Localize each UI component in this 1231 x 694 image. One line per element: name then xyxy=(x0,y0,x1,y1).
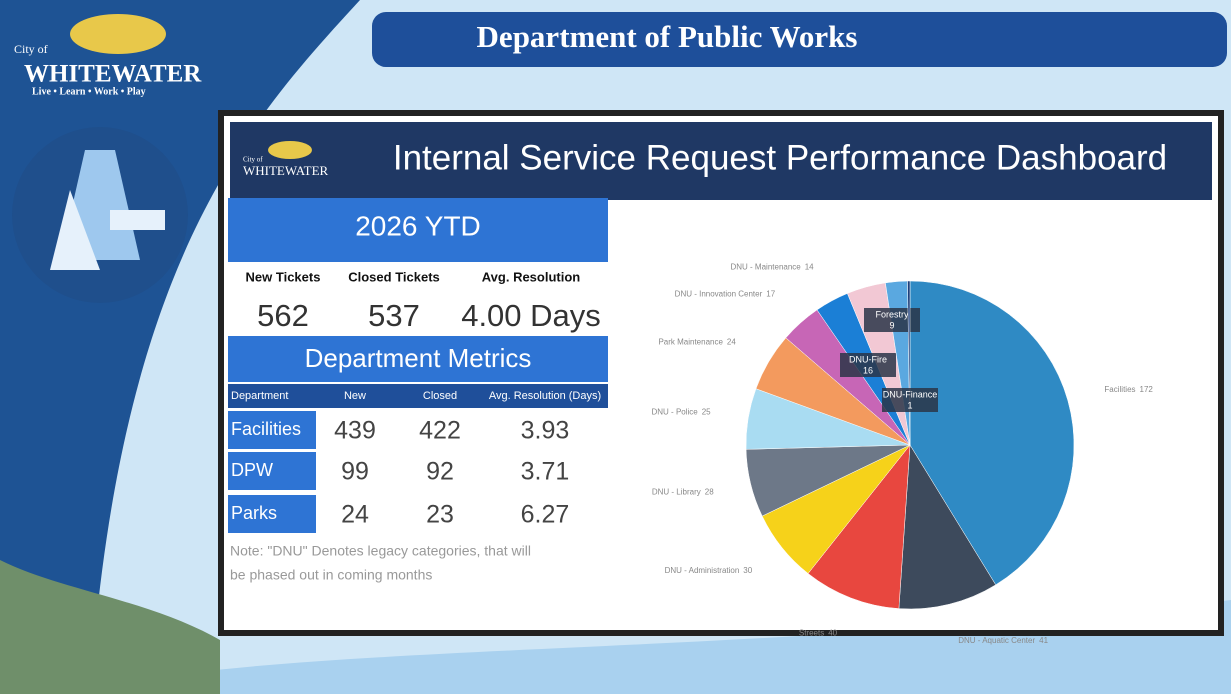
kpi-value: 562 xyxy=(257,298,309,333)
slide-title: Department of Public Works xyxy=(477,19,858,54)
metrics-title: Department Metrics xyxy=(305,343,532,373)
slice-value: 16 xyxy=(863,365,873,375)
slice-label-value: 17 xyxy=(766,290,775,299)
slice-value: 1 xyxy=(907,400,912,410)
slice-label-name: DNU - Administration xyxy=(665,566,740,575)
slice-label-name: Facilities xyxy=(1104,385,1135,394)
slice-label: Forestry xyxy=(875,309,909,319)
slice-label-value: 14 xyxy=(805,263,814,272)
kpi-value: 4.00 Days xyxy=(461,298,601,333)
column-header: Department xyxy=(231,390,288,402)
slice-label: Streets 40 xyxy=(799,629,838,638)
slice-label-name: Streets xyxy=(799,629,824,638)
icon-pipe xyxy=(110,210,165,230)
column-header: Avg. Resolution (Days) xyxy=(489,390,601,402)
cell: 99 xyxy=(341,458,369,486)
slice-label-name: DNU - Aquatic Center xyxy=(958,636,1035,645)
cell: 6.27 xyxy=(521,501,570,529)
slice-label-value: 25 xyxy=(702,408,711,417)
slice-label-value: 24 xyxy=(727,338,736,347)
kpi-value: 537 xyxy=(368,298,420,333)
slice-label: Facilities 172 xyxy=(1104,385,1153,394)
slice-label-name: DNU - Police xyxy=(652,408,699,417)
slice-label-value: 30 xyxy=(743,566,752,575)
slice-label-value: 40 xyxy=(828,629,837,638)
kpi-label: New Tickets xyxy=(246,269,321,284)
row-label: Facilities xyxy=(231,419,301,439)
note: be phased out in coming months xyxy=(230,567,432,583)
cell: 23 xyxy=(426,501,454,529)
column-header: New xyxy=(344,390,366,402)
slice-value: 9 xyxy=(889,320,894,330)
row-label: DPW xyxy=(231,460,273,480)
logo-tagline: Live • Learn • Work • Play xyxy=(32,86,146,97)
cell: 3.93 xyxy=(521,417,570,445)
slice-label-value: 41 xyxy=(1039,636,1048,645)
logo-name: WHITEWATER xyxy=(24,61,202,88)
row-label: Parks xyxy=(231,503,277,523)
slice-label: DNU-Finance xyxy=(883,389,938,399)
slice-label-name: DNU - Innovation Center xyxy=(675,290,763,299)
slice-label-value: 28 xyxy=(705,488,714,497)
slice-label: DNU-Fire xyxy=(849,354,887,364)
slice-label: DNU - Library 28 xyxy=(652,488,714,497)
slice-label-name: DNU - Maintenance xyxy=(730,263,801,272)
slice-label-name: Park Maintenance xyxy=(658,338,723,347)
cell: 92 xyxy=(426,458,454,486)
dashboard-logo-emblem xyxy=(268,141,312,159)
kpi-label: Closed Tickets xyxy=(348,269,440,284)
cell: 439 xyxy=(334,417,376,445)
dashboard-title: Internal Service Request Performance Das… xyxy=(393,138,1167,177)
cell: 422 xyxy=(419,417,461,445)
dashboard-logo-name: WHITEWATER xyxy=(243,163,329,178)
logo-emblem xyxy=(70,14,166,54)
column-header: Closed xyxy=(423,390,457,402)
period: 2026 YTD xyxy=(355,210,481,241)
note: Note: "DNU" Denotes legacy categories, t… xyxy=(230,543,531,559)
logo-city: City of xyxy=(14,42,48,56)
slide: City of WHITEWATER Live • Learn • Work •… xyxy=(0,0,1231,694)
slice-label-value: 172 xyxy=(1140,385,1154,394)
cell: 3.71 xyxy=(521,458,570,486)
slice-label-name: DNU - Library xyxy=(652,488,701,497)
kpi-label: Avg. Resolution xyxy=(482,269,581,284)
slice-label: DNU - Aquatic Center 41 xyxy=(958,636,1048,645)
cell: 24 xyxy=(341,501,369,529)
